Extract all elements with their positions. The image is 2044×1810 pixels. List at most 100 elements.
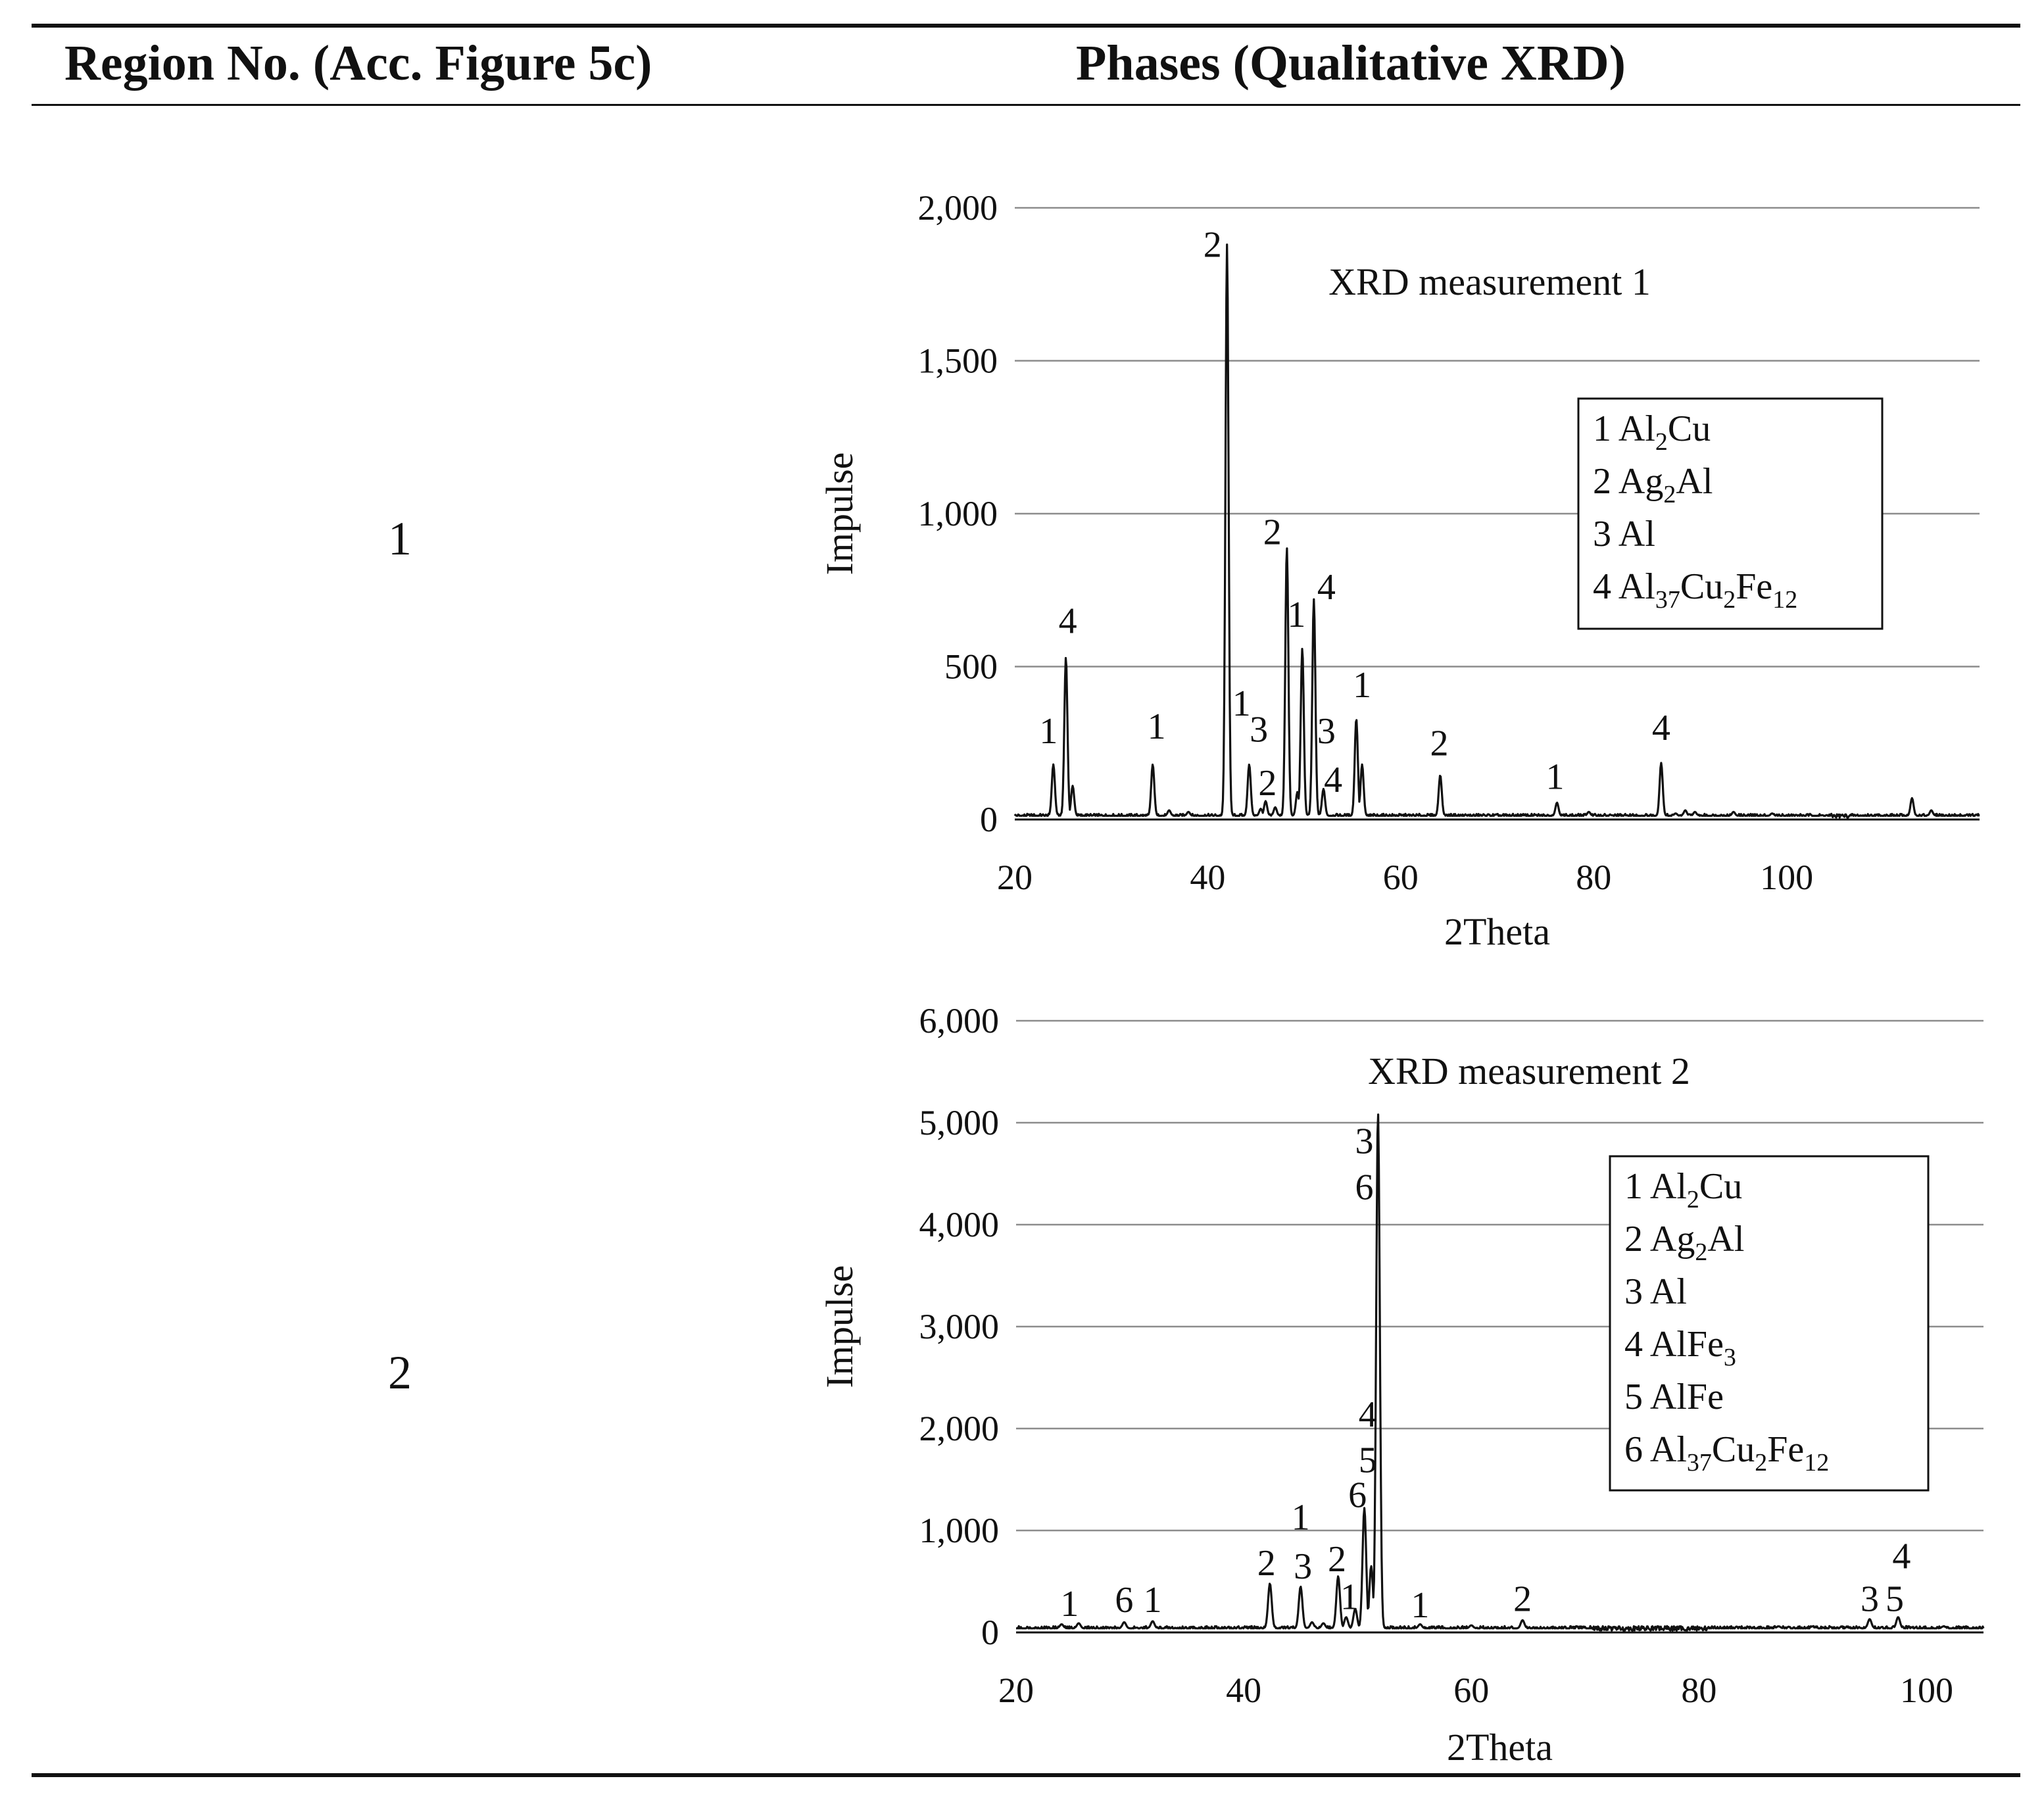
legend-subscript: 37 xyxy=(1687,1449,1712,1477)
peak-label: 1 xyxy=(1287,595,1305,635)
y-tick-label: 2,000 xyxy=(918,188,998,228)
legend-subscript: 12 xyxy=(1772,586,1797,614)
legend-formula: Cu xyxy=(1712,1429,1755,1470)
legend-number: 1 xyxy=(1593,408,1618,449)
legend-number: 1 xyxy=(1624,1166,1650,1207)
peak-label: 4 xyxy=(1892,1536,1910,1577)
legend-entry: 4 Al37Cu2Fe12 xyxy=(1593,566,1797,614)
peak-label: 2 xyxy=(1257,1543,1276,1584)
legend-subscript: 37 xyxy=(1655,586,1680,614)
peak-label: 6 xyxy=(1115,1580,1133,1621)
y-tick-label: 4,000 xyxy=(919,1205,1000,1244)
peak-label: 1 xyxy=(1148,706,1166,747)
legend-subscript: 2 xyxy=(1655,428,1668,456)
legend-formula: Al xyxy=(1618,408,1655,449)
y-tick-label: 5,000 xyxy=(919,1103,1000,1142)
y-tick-label: 3,000 xyxy=(919,1307,1000,1346)
peak-label: 4 xyxy=(1324,760,1342,800)
peak-label: 1 xyxy=(1546,757,1565,798)
legend-entry: 5 AlFe xyxy=(1624,1377,1724,1417)
legend-subscript: 2 xyxy=(1755,1449,1767,1477)
peak-label: 4 xyxy=(1317,567,1336,608)
legend-subscript: 2 xyxy=(1687,1186,1699,1213)
region-1-label: 1 xyxy=(388,512,412,565)
legend-entry: 1 Al2Cu xyxy=(1593,408,1711,456)
legend-subscript: 2 xyxy=(1695,1238,1707,1266)
column-header-region: Region No. (Acc. Figure 5c) xyxy=(64,36,652,91)
peak-label: 1 xyxy=(1144,1580,1162,1621)
legend-subscript: 12 xyxy=(1804,1449,1829,1477)
legend-entry: 3 Al xyxy=(1624,1271,1687,1312)
peak-label: 1 xyxy=(1232,683,1251,724)
legend-subscript: 2 xyxy=(1663,481,1676,508)
peak-label: 2 xyxy=(1513,1578,1532,1619)
x-tick-label: 20 xyxy=(997,858,1033,897)
legend-box xyxy=(1609,1155,1930,1492)
xrd-trace xyxy=(1015,1113,1985,1632)
legend-box xyxy=(1577,397,1884,630)
x-tick-label: 80 xyxy=(1576,858,1611,897)
peak-label: 1 xyxy=(1353,665,1371,706)
peak-label: 1 xyxy=(1340,1577,1359,1617)
table-top-rule xyxy=(32,24,2020,28)
legend-number: 4 xyxy=(1593,566,1618,607)
y-tick-label: 1,500 xyxy=(918,341,998,381)
x-axis-label: 2Theta xyxy=(1444,910,1550,953)
legend-formula: AlFe xyxy=(1650,1324,1724,1365)
x-tick-label: 100 xyxy=(1900,1671,1953,1710)
y-axis-label: Impulse xyxy=(818,452,861,575)
xrd-trace xyxy=(1013,243,1980,819)
legend-formula: Cu xyxy=(1680,566,1723,607)
chart-title: XRD measurement 1 xyxy=(1328,260,1651,303)
legend-number: 3 xyxy=(1593,514,1618,554)
y-tick-label: 500 xyxy=(944,647,998,687)
legend-number: 2 xyxy=(1593,461,1618,502)
peak-label: 2 xyxy=(1328,1539,1346,1580)
peak-label: 2 xyxy=(1258,763,1277,804)
peak-label: 3 xyxy=(1250,709,1268,750)
legend-formula: AlFe xyxy=(1650,1377,1724,1417)
legend-entry: 2 Ag2Al xyxy=(1624,1219,1744,1266)
legend-entry: 4 AlFe3 xyxy=(1624,1324,1736,1371)
peak-label: 1 xyxy=(1060,1584,1079,1625)
legend-formula: Cu xyxy=(1699,1166,1742,1207)
region-2-label: 2 xyxy=(388,1346,412,1399)
peak-label: 5 xyxy=(1359,1440,1377,1481)
legend-formula: Al xyxy=(1618,566,1655,607)
legend-formula: Fe xyxy=(1736,566,1772,607)
legend-number: 5 xyxy=(1624,1377,1650,1417)
peak-label: 2 xyxy=(1430,723,1448,764)
peak-label: 3 xyxy=(1355,1121,1374,1162)
legend-entry: 2 Ag2Al xyxy=(1593,461,1713,508)
peak-label: 4 xyxy=(1059,600,1077,641)
legend-formula: Ag xyxy=(1650,1219,1695,1260)
y-axis-label: Impulse xyxy=(818,1265,861,1388)
legend-entry: 6 Al37Cu2Fe12 xyxy=(1624,1429,1829,1477)
legend-formula: Ag xyxy=(1618,461,1663,502)
table-header-rule xyxy=(32,104,2020,106)
peak-label: 3 xyxy=(1861,1578,1879,1619)
peak-label: 1 xyxy=(1292,1497,1310,1538)
legend-formula: Al xyxy=(1618,514,1655,554)
chart-title: XRD measurement 2 xyxy=(1368,1050,1690,1092)
legend-subscript: 2 xyxy=(1723,586,1736,614)
legend-formula: Cu xyxy=(1668,408,1711,449)
y-tick-label: 1,000 xyxy=(918,494,998,533)
column-header-phases: Phases (Qualitative XRD) xyxy=(1076,36,1626,91)
peak-label: 6 xyxy=(1355,1167,1374,1208)
data-point xyxy=(1377,1112,1378,1113)
legend-number: 6 xyxy=(1624,1429,1650,1470)
peak-label: 3 xyxy=(1317,711,1336,752)
peak-label: 4 xyxy=(1652,708,1670,748)
legend-formula: Fe xyxy=(1767,1429,1804,1470)
y-tick-label: 1,000 xyxy=(919,1511,1000,1550)
x-tick-label: 40 xyxy=(1226,1671,1261,1710)
y-tick-label: 0 xyxy=(980,800,998,839)
legend-number: 2 xyxy=(1624,1219,1650,1260)
peak-label: 1 xyxy=(1039,711,1058,752)
legend-formula: Al xyxy=(1707,1219,1744,1260)
legend-entry: 3 Al xyxy=(1593,514,1655,554)
legend-number: 4 xyxy=(1624,1324,1650,1365)
legend-number: 3 xyxy=(1624,1271,1650,1312)
